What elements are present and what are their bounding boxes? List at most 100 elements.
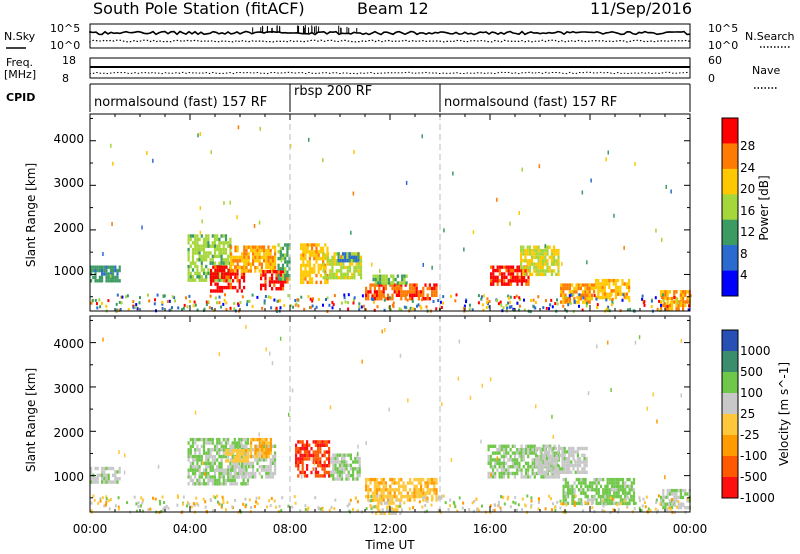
data-cell [539, 248, 542, 253]
data-cell [191, 278, 195, 282]
data-cell [256, 461, 259, 465]
data-cell [557, 454, 561, 459]
data-cell [250, 448, 253, 452]
data-cell [615, 488, 618, 492]
data-cell [295, 450, 298, 454]
data-cell [518, 465, 521, 469]
data-cell [671, 300, 674, 304]
noise-cell [237, 125, 240, 130]
data-cell [524, 248, 527, 253]
data-cell [313, 253, 316, 257]
data-cell [194, 475, 197, 479]
data-cell [597, 491, 600, 495]
data-cell [415, 488, 418, 492]
noise-cell [408, 507, 411, 511]
data-cell [520, 265, 523, 270]
data-cell [96, 268, 99, 273]
data-cell [202, 444, 206, 449]
data-cell [677, 502, 680, 506]
noise-cell [105, 500, 108, 504]
data-cell [496, 282, 499, 286]
noise-cell [666, 304, 669, 308]
data-cell [354, 467, 357, 471]
data-cell [564, 293, 567, 297]
noise-cell [329, 405, 332, 410]
noise-cell [356, 500, 359, 504]
data-cell [359, 262, 363, 266]
data-cell [673, 492, 676, 496]
data-cell [516, 265, 519, 269]
noise-cell [208, 306, 211, 310]
data-cell [569, 491, 572, 495]
noise-cell [478, 509, 481, 513]
data-cell [491, 468, 495, 472]
data-cell [613, 484, 616, 489]
noise-cell [289, 304, 292, 307]
noise-cell [426, 496, 429, 500]
noise-cell [220, 503, 223, 507]
data-cell [334, 463, 337, 468]
noise-cell [273, 499, 276, 503]
data-cell [610, 484, 614, 489]
data-cell [584, 481, 587, 485]
data-cell [394, 508, 397, 512]
data-cell [591, 494, 594, 499]
data-cell [189, 237, 192, 242]
data-cell [398, 290, 401, 294]
data-cell [668, 307, 671, 311]
noise-cell [204, 505, 207, 509]
data-cell [563, 457, 566, 461]
data-cell [301, 470, 304, 475]
noise-cell [574, 459, 576, 463]
noise-cell [581, 502, 584, 506]
data-cell [610, 494, 614, 499]
data-cell [326, 246, 329, 251]
data-cell [249, 461, 252, 465]
noise-cell [138, 301, 141, 305]
data-cell [205, 475, 208, 479]
data-cell [335, 259, 338, 263]
noise-cell [263, 301, 266, 305]
data-cell [591, 498, 594, 502]
data-cell [315, 260, 318, 264]
data-cell [520, 259, 523, 263]
data-cell [90, 470, 93, 474]
data-cell [268, 276, 271, 281]
data-cell [269, 475, 272, 479]
data-cell [498, 268, 501, 273]
data-cell [501, 272, 504, 276]
data-cell [243, 245, 246, 249]
power-cbar-tick-16: 16 [740, 204, 755, 218]
data-cell [107, 473, 110, 477]
data-cell [505, 444, 508, 448]
data-cell [90, 480, 93, 484]
data-cell [400, 491, 403, 495]
data-cell [568, 446, 571, 451]
data-cell [198, 254, 201, 259]
data-cell [431, 290, 434, 294]
noise-cell [141, 509, 144, 513]
noise-cell [581, 308, 584, 312]
data-cell [336, 456, 339, 461]
data-cell [379, 281, 382, 285]
data-cell [354, 460, 357, 464]
data-cell [230, 475, 233, 479]
data-cell [597, 285, 600, 290]
noise-cell [226, 501, 229, 504]
noise-cell [258, 496, 261, 500]
data-cell [218, 289, 221, 293]
noise-cell [182, 306, 185, 310]
data-cell [395, 283, 398, 287]
noise-cell [140, 504, 142, 508]
data-cell [380, 481, 383, 485]
data-cell [557, 475, 561, 479]
data-cell [411, 494, 414, 499]
data-cell [500, 454, 503, 459]
noise-cell [370, 495, 373, 499]
data-cell [542, 272, 545, 277]
data-cell [501, 265, 504, 269]
data-cell [526, 262, 529, 266]
data-cell [340, 265, 343, 270]
data-cell [107, 265, 110, 269]
data-cell [245, 471, 248, 476]
